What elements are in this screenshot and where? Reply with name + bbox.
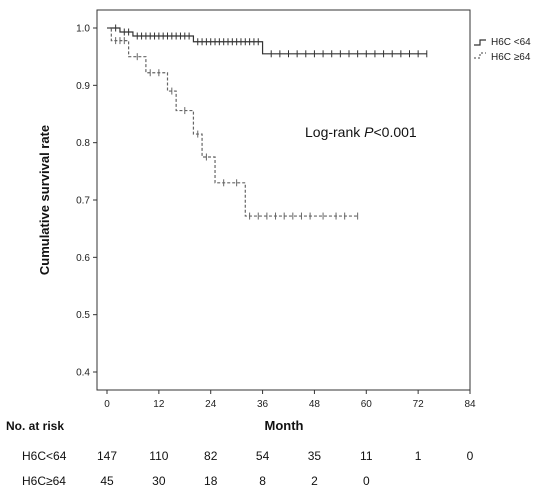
risk-value: 110 [149, 449, 168, 463]
legend-swatch-h6c-high [474, 52, 486, 59]
risk-value: 147 [97, 449, 117, 463]
risk-row-label: H6C≥64 [22, 474, 66, 488]
risk-row-label: H6C<64 [22, 449, 67, 463]
risk-value: 35 [308, 449, 322, 463]
risk-value: 45 [100, 474, 114, 488]
x-tick-label: 84 [464, 399, 476, 410]
x-axis: 0 12 24 36 48 60 72 84 [104, 390, 476, 410]
y-tick-label: 0.9 [76, 81, 90, 92]
y-tick-label: 1.0 [76, 24, 90, 35]
survival-curves [107, 24, 428, 220]
risk-table-title: No. at risk [6, 419, 64, 433]
survival-curve-h6c-low [107, 27, 427, 55]
log-rank-annotation: Log-rank P<0.001 [305, 124, 417, 140]
y-tick-label: 0.6 [76, 253, 90, 264]
risk-value: 18 [204, 474, 218, 488]
y-tick-label: 0.5 [76, 310, 90, 321]
y-tick-label: 0.4 [76, 368, 90, 379]
legend: H6C <64 H6C ≥64 [474, 37, 531, 63]
x-axis-title: Month [265, 418, 304, 433]
y-axis: 0.4 0.5 0.6 0.7 0.8 0.9 1.0 [76, 24, 97, 379]
x-tick-label: 0 [104, 399, 110, 410]
y-tick-label: 0.8 [76, 138, 90, 149]
x-tick-label: 72 [413, 399, 425, 410]
legend-swatch-h6c-low [474, 39, 486, 46]
y-axis-title: Cumulative survival rate [37, 125, 52, 275]
x-tick-label: 36 [257, 399, 269, 410]
x-tick-label: 60 [361, 399, 373, 410]
risk-value: 0 [363, 474, 370, 488]
risk-value: 8 [259, 474, 266, 488]
survival-curve-h6c-high [107, 27, 358, 217]
log-rank-p: P [364, 124, 374, 140]
x-tick-label: 24 [205, 399, 217, 410]
log-rank-value: <0.001 [374, 124, 417, 140]
risk-value: 2 [311, 474, 318, 488]
risk-value: 1 [415, 449, 422, 463]
y-tick-label: 0.7 [76, 196, 90, 207]
risk-value: 54 [256, 449, 270, 463]
risk-value: 11 [360, 449, 373, 463]
legend-label-h6c-high: H6C ≥64 [491, 52, 531, 63]
risk-value: 0 [467, 449, 474, 463]
x-tick-label: 12 [153, 399, 165, 410]
risk-table: No. at risk H6C<64 147 110 82 54 35 11 1 0H6C≥64… [6, 419, 474, 488]
log-rank-prefix: Log-rank [305, 124, 364, 140]
plot-area [96, 9, 471, 391]
x-tick-label: 48 [309, 399, 321, 410]
risk-value: 82 [204, 449, 218, 463]
risk-value: 30 [152, 474, 166, 488]
legend-label-h6c-low: H6C <64 [491, 37, 531, 48]
